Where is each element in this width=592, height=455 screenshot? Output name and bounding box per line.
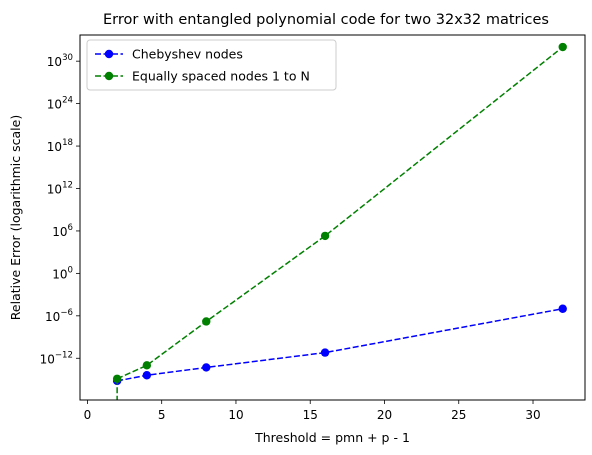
x-tick-label: 5 — [158, 408, 166, 422]
ticks-layer: 0 5 10 15 20 25 30 1030 1024 1018 1012 106 100 10−6 10… — [40, 53, 541, 422]
data-point — [320, 348, 330, 357]
x-tick-label: 30 — [525, 408, 540, 422]
data-point — [112, 374, 122, 383]
legend-label: Equally spaced nodes 1 to N — [132, 69, 310, 84]
data-point — [202, 363, 211, 372]
data-point — [320, 231, 330, 241]
x-tick-label: 20 — [377, 408, 392, 422]
axes-frame — [79, 34, 586, 401]
chart-title: Error with entangled polynomial code for… — [103, 12, 549, 28]
data-point — [558, 304, 567, 313]
legend: Chebyshev nodes Equally spaced nodes 1 to… — [86, 39, 337, 91]
data-point — [202, 317, 211, 326]
y-tick-label: 1012 — [47, 180, 73, 196]
data-point — [142, 371, 152, 380]
y-tick-label: 10−12 — [40, 350, 73, 366]
y-tick-label: 100 — [52, 265, 73, 281]
legend-label: Chebyshev nodes — [132, 47, 243, 62]
legend-marker — [104, 49, 114, 59]
data-point — [558, 42, 567, 52]
legend-box — [86, 39, 337, 91]
legend-entry: Chebyshev nodes — [95, 47, 243, 62]
x-axis-label: Threshold = pmn + p - 1 — [254, 430, 410, 445]
series-layer — [112, 42, 567, 400]
legend-entry: Equally spaced nodes 1 to N — [95, 69, 310, 84]
y-tick-label: 10−6 — [45, 308, 73, 324]
y-tick-label: 1018 — [47, 138, 73, 154]
legend-marker — [104, 71, 114, 81]
y-axis-label: Relative Error (logarithmic scale) — [8, 115, 23, 320]
y-tick-label: 1024 — [47, 96, 73, 112]
x-tick-label: 0 — [84, 408, 92, 422]
data-point — [142, 361, 152, 370]
y-tick-label: 106 — [52, 223, 73, 239]
x-tick-label: 25 — [451, 408, 466, 422]
y-tick-label: 1030 — [47, 53, 73, 69]
series-equally-spaced-nodes — [112, 42, 567, 400]
x-tick-label: 10 — [228, 408, 243, 422]
x-tick-label: 15 — [303, 408, 318, 422]
